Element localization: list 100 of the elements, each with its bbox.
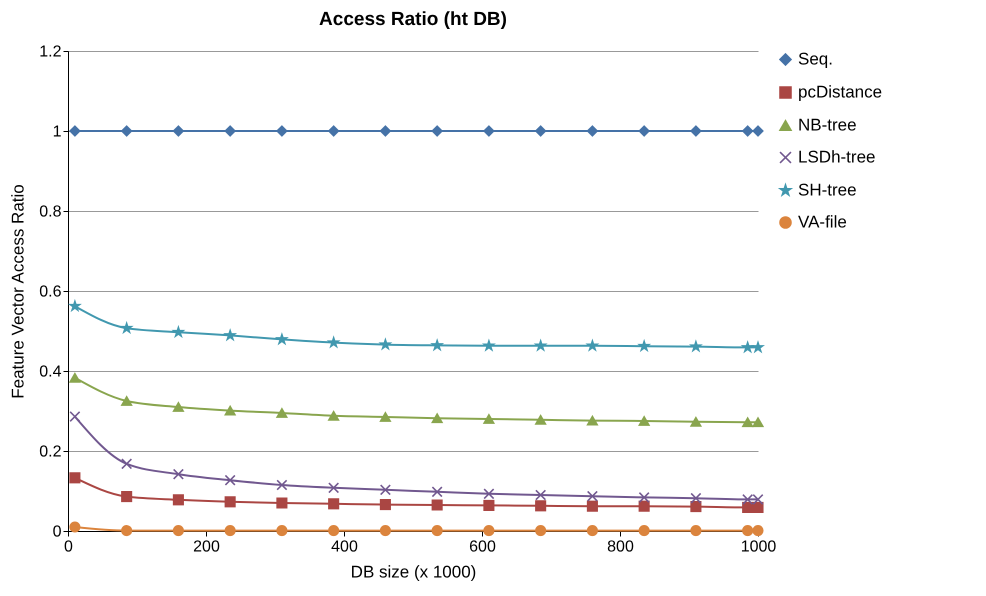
chart-title: Access Ratio (ht DB) [319, 9, 507, 30]
point [121, 525, 132, 536]
point [69, 411, 80, 422]
point [380, 499, 391, 510]
point [276, 125, 288, 137]
y-tick-label: 0.8 [39, 204, 62, 220]
point [752, 525, 764, 536]
x-tick-label: 1000 [740, 538, 776, 556]
point [380, 125, 391, 137]
point [742, 342, 753, 352]
point [172, 525, 184, 536]
point [752, 342, 764, 352]
point [432, 525, 443, 536]
legend-label: pcDistance [798, 82, 882, 102]
point [586, 490, 598, 502]
point [535, 500, 546, 512]
point [276, 497, 288, 509]
point [752, 494, 764, 505]
point [276, 334, 288, 344]
y-tick-label: 0.4 [39, 364, 62, 380]
point [328, 125, 340, 137]
point [690, 492, 702, 504]
y-tick-label: 0.2 [39, 444, 62, 460]
point [742, 494, 754, 505]
x-axis-title: DB size (x 1000) [350, 562, 476, 582]
point [483, 488, 494, 500]
point [432, 340, 442, 350]
point [121, 491, 132, 502]
point [752, 417, 764, 428]
point [224, 406, 236, 416]
legend-label: LSDh-tree [798, 148, 876, 166]
point [690, 501, 702, 512]
point [690, 525, 702, 536]
x-tick-label: 400 [331, 538, 358, 556]
point [328, 498, 340, 510]
y-tick-label: 0 [52, 524, 62, 540]
point [224, 125, 236, 137]
point [121, 125, 132, 137]
point [276, 525, 288, 536]
point [172, 468, 184, 480]
point [742, 525, 754, 536]
point [483, 414, 494, 424]
legend-label: SH-tree [798, 180, 857, 200]
point [638, 525, 650, 536]
point [586, 525, 598, 536]
point [224, 496, 236, 508]
point [752, 125, 764, 137]
point [380, 412, 391, 422]
point [483, 525, 494, 536]
point [173, 326, 184, 337]
point [535, 340, 546, 350]
point [224, 330, 236, 340]
point [69, 472, 80, 484]
point [690, 125, 702, 137]
point [69, 521, 80, 533]
point [535, 525, 546, 536]
point [224, 525, 236, 536]
point [328, 410, 340, 421]
point [432, 486, 443, 498]
point [432, 499, 443, 511]
y-tick-label: 0.6 [39, 284, 62, 300]
point [535, 414, 546, 425]
point [484, 340, 494, 350]
point [742, 417, 754, 428]
x-tick-label: 800 [607, 538, 634, 556]
legend-label: VA-file [798, 212, 847, 232]
point [224, 474, 236, 486]
point [121, 458, 132, 470]
point [276, 479, 288, 491]
point [638, 492, 650, 503]
point [328, 482, 340, 494]
point [586, 416, 598, 426]
y-tick-label: 1.2 [39, 44, 62, 60]
y-axis-title: Feature Vector Access Ratio [8, 184, 28, 399]
point [432, 125, 443, 137]
point [483, 125, 494, 137]
point [121, 396, 132, 406]
point [742, 125, 754, 137]
point [752, 502, 764, 513]
point [172, 494, 184, 506]
point [690, 416, 702, 427]
point [535, 125, 546, 137]
point [380, 525, 391, 536]
x-tick-label: 600 [469, 538, 496, 556]
point [638, 416, 650, 426]
point [380, 484, 391, 496]
point [483, 500, 494, 511]
legend-label: NB-tree [798, 116, 857, 134]
point [121, 322, 132, 333]
point [276, 408, 288, 418]
point [69, 125, 80, 137]
x-tick-label: 0 [64, 538, 74, 556]
point [69, 372, 80, 383]
point [70, 300, 80, 311]
point [172, 402, 184, 412]
point [638, 500, 650, 512]
point [587, 340, 598, 350]
x-tick-label: 200 [193, 538, 220, 556]
point [432, 413, 443, 424]
point [535, 489, 546, 501]
